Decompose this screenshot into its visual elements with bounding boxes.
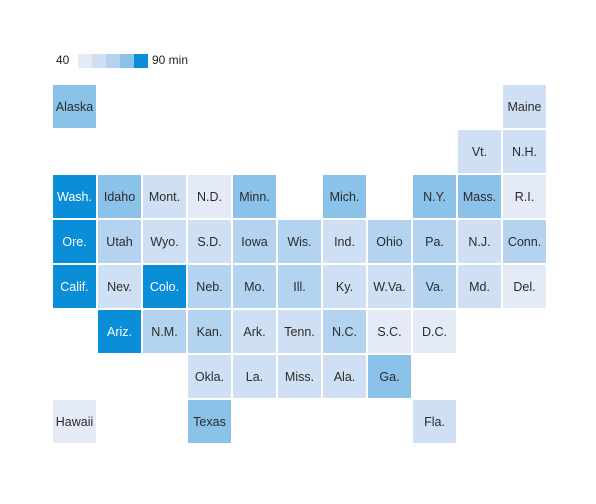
state-tile-minn: Minn. <box>233 175 276 218</box>
state-tile-calif: Calif. <box>53 265 96 308</box>
state-tile-mont: Mont. <box>143 175 186 218</box>
state-tile-okla: Okla. <box>188 355 231 398</box>
state-tile-w-va: W.Va. <box>368 265 411 308</box>
state-tile-n-m: N.M. <box>143 310 186 353</box>
legend-swatch-2 <box>106 54 120 68</box>
state-tile-mass: Mass. <box>458 175 501 218</box>
state-tile-wis: Wis. <box>278 220 321 263</box>
legend-min-label: 40 <box>56 53 70 67</box>
state-tile-n-h: N.H. <box>503 130 546 173</box>
legend-swatch-1 <box>92 54 106 68</box>
legend-swatch-0 <box>78 54 92 68</box>
state-tile-maine: Maine <box>503 85 546 128</box>
state-tile-mich: Mich. <box>323 175 366 218</box>
state-tile-ky: Ky. <box>323 265 366 308</box>
legend-swatch-4 <box>134 54 148 68</box>
state-tile-d-c: D.C. <box>413 310 456 353</box>
state-tile-s-c: S.C. <box>368 310 411 353</box>
state-tile-vt: Vt. <box>458 130 501 173</box>
state-tile-wash: Wash. <box>53 175 96 218</box>
state-tile-idaho: Idaho <box>98 175 141 218</box>
state-tile-md: Md. <box>458 265 501 308</box>
state-tile-fla: Fla. <box>413 400 456 443</box>
state-tile-la: La. <box>233 355 276 398</box>
state-tile-ala: Ala. <box>323 355 366 398</box>
state-tile-pa: Pa. <box>413 220 456 263</box>
state-tile-hawaii: Hawaii <box>53 400 96 443</box>
state-tile-nev: Nev. <box>98 265 141 308</box>
state-tile-tenn: Tenn. <box>278 310 321 353</box>
state-tile-n-d: N.D. <box>188 175 231 218</box>
state-tile-ohio: Ohio <box>368 220 411 263</box>
state-tile-ga: Ga. <box>368 355 411 398</box>
state-tile-miss: Miss. <box>278 355 321 398</box>
state-tile-n-j: N.J. <box>458 220 501 263</box>
state-tile-alaska: Alaska <box>53 85 96 128</box>
state-tile-del: Del. <box>503 265 546 308</box>
state-tile-colo: Colo. <box>143 265 186 308</box>
state-tile-ark: Ark. <box>233 310 276 353</box>
state-tile-r-i: R.I. <box>503 175 546 218</box>
legend-max-label: 90 min <box>152 53 189 67</box>
state-tile-kan: Kan. <box>188 310 231 353</box>
state-tile-mo: Mo. <box>233 265 276 308</box>
state-tile-wyo: Wyo. <box>143 220 186 263</box>
state-tile-n-y: N.Y. <box>413 175 456 218</box>
state-tile-ind: Ind. <box>323 220 366 263</box>
state-tile-ore: Ore. <box>53 220 96 263</box>
state-tile-va: Va. <box>413 265 456 308</box>
state-tile-iowa: Iowa <box>233 220 276 263</box>
state-tile-s-d: S.D. <box>188 220 231 263</box>
state-tile-ariz: Ariz. <box>98 310 141 353</box>
state-tile-ill: Ill. <box>278 265 321 308</box>
state-tile-utah: Utah <box>98 220 141 263</box>
state-tile-n-c: N.C. <box>323 310 366 353</box>
state-tile-conn: Conn. <box>503 220 546 263</box>
state-tile-neb: Neb. <box>188 265 231 308</box>
state-tile-texas: Texas <box>188 400 231 443</box>
legend-swatch-3 <box>120 54 134 68</box>
